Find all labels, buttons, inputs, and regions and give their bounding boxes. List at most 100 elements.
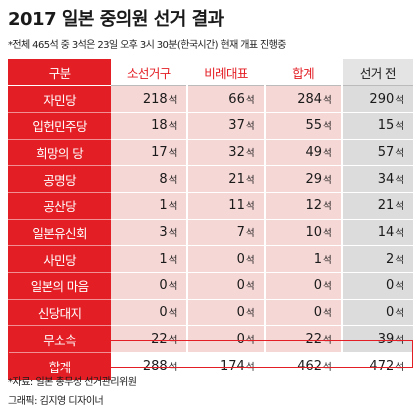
pr-seats-value: 32 bbox=[228, 144, 245, 160]
party-name: 공명당 bbox=[8, 165, 112, 193]
seat-unit: 석 bbox=[395, 94, 404, 106]
table-row: 일본유신회 3석 7석 10석 14석 bbox=[8, 219, 413, 247]
total-district-value: 288 bbox=[142, 358, 168, 374]
total-seats-value: 12 bbox=[305, 198, 323, 214]
seat-unit: 석 bbox=[323, 227, 332, 239]
total-seats-cell: 22석 bbox=[265, 325, 341, 354]
pr-seats-value: 0 bbox=[236, 251, 245, 267]
column-gap bbox=[340, 85, 343, 113]
prev-seats-cell: 21석 bbox=[342, 192, 413, 220]
prev-seats-cell: 39석 bbox=[342, 325, 413, 354]
prev-seats-value: 290 bbox=[369, 91, 395, 107]
party-name: 입헌민주당 bbox=[8, 112, 112, 140]
column-gap bbox=[186, 139, 189, 166]
district-seats-cell: 0석 bbox=[111, 299, 187, 327]
seat-unit: 석 bbox=[395, 281, 404, 293]
seat-unit: 석 bbox=[323, 308, 332, 320]
total-row-label: 합계 bbox=[8, 352, 112, 380]
pr-seats-value: 0 bbox=[236, 278, 245, 294]
column-gap bbox=[186, 272, 189, 300]
header-district-seats: 소선거구 bbox=[111, 59, 187, 87]
pr-seats-value: 21 bbox=[228, 171, 245, 187]
seat-unit: 석 bbox=[168, 254, 178, 266]
party-name: 일본유신회 bbox=[8, 219, 112, 247]
graphic-credit: 그래픽: 김지영 디자이너 bbox=[8, 396, 104, 407]
table-row: 입헌민주당 18석 37석 55석 15석 bbox=[8, 112, 413, 140]
footnote-counting-status: *전체 465석 중 3석은 23일 오후 3시 30분(한국시간) 현재 개표… bbox=[8, 40, 286, 51]
column-gap bbox=[263, 299, 266, 326]
page-title: 2017 일본 중의원 선거 결과 bbox=[8, 9, 224, 30]
total-seats-cell: 55석 bbox=[265, 112, 341, 140]
total-seats-value: 0 bbox=[313, 278, 323, 294]
column-gap bbox=[263, 112, 266, 140]
seat-unit: 석 bbox=[323, 121, 332, 133]
column-gap bbox=[340, 299, 343, 326]
column-gap bbox=[186, 352, 189, 380]
column-gap bbox=[186, 85, 189, 113]
header-total-seats: 합계 bbox=[265, 59, 341, 87]
party-name: 무소속 bbox=[8, 325, 112, 354]
total-seats-cell: 12석 bbox=[265, 192, 341, 220]
seat-unit: 석 bbox=[245, 121, 255, 133]
pr-seats-value: 0 bbox=[236, 331, 245, 347]
seat-unit: 석 bbox=[245, 361, 255, 373]
district-seats-value: 1 bbox=[159, 251, 168, 267]
column-gap bbox=[263, 352, 266, 380]
seat-unit: 석 bbox=[168, 174, 178, 186]
seat-unit: 석 bbox=[395, 254, 404, 266]
district-seats-value: 17 bbox=[151, 144, 168, 160]
column-gap bbox=[263, 139, 266, 166]
seat-unit: 석 bbox=[395, 361, 404, 373]
source-note: *자료: 일본 총무성 선거관리위원 bbox=[8, 377, 137, 388]
seat-unit: 석 bbox=[323, 174, 332, 186]
party-name: 신당대지 bbox=[8, 299, 112, 327]
district-seats-cell: 1석 bbox=[111, 192, 187, 220]
total-seats-value: 284 bbox=[297, 91, 323, 107]
prev-seats-cell: 15석 bbox=[342, 112, 413, 140]
prev-seats-cell: 290석 bbox=[342, 85, 413, 113]
seat-unit: 석 bbox=[168, 147, 178, 159]
prev-seats-value: 15 bbox=[377, 118, 395, 134]
total-seats-value: 1 bbox=[313, 251, 323, 267]
pr-seats-value: 66 bbox=[228, 91, 245, 107]
total-prev-cell: 472석 bbox=[342, 352, 413, 380]
column-gap bbox=[186, 192, 189, 220]
table-header-row: 구분 소선거구 비례대표 합계 선거 전 bbox=[8, 59, 413, 87]
column-gap bbox=[340, 192, 343, 220]
seat-unit: 석 bbox=[323, 361, 332, 373]
district-seats-cell: 17석 bbox=[111, 139, 187, 167]
prev-seats-cell: 0석 bbox=[342, 272, 413, 300]
total-seats-cell: 29석 bbox=[265, 165, 341, 193]
prev-seats-value: 0 bbox=[385, 305, 395, 321]
column-gap bbox=[340, 219, 343, 246]
seat-unit: 석 bbox=[168, 334, 178, 346]
seat-unit: 석 bbox=[168, 308, 178, 320]
total-seats-cell: 49석 bbox=[265, 139, 341, 167]
table-row: 공명당 8석 21석 29석 34석 bbox=[8, 165, 413, 193]
district-seats-value: 0 bbox=[159, 278, 168, 294]
column-gap bbox=[263, 272, 266, 300]
pr-seats-cell: 21석 bbox=[188, 165, 264, 193]
table-row: 희망의 당 17석 32석 49석 57석 bbox=[8, 139, 413, 167]
column-gap bbox=[263, 59, 266, 86]
seat-unit: 석 bbox=[323, 281, 332, 293]
district-seats-cell: 218석 bbox=[111, 85, 187, 113]
header-seats-before-election: 선거 전 bbox=[342, 59, 413, 87]
seat-unit: 석 bbox=[245, 254, 255, 266]
district-seats-value: 8 bbox=[159, 171, 168, 187]
pr-seats-cell: 0석 bbox=[188, 299, 264, 327]
district-seats-cell: 3석 bbox=[111, 219, 187, 247]
total-seats-cell: 1석 bbox=[265, 245, 341, 273]
column-gap bbox=[186, 165, 189, 193]
seat-unit: 석 bbox=[245, 94, 255, 106]
party-name: 공산당 bbox=[8, 192, 112, 220]
total-prev-value: 472 bbox=[369, 358, 395, 374]
total-total-cell: 462석 bbox=[265, 352, 341, 380]
party-name: 일본의 마음 bbox=[8, 272, 112, 300]
table-row: 무소속 22석 0석 22석 39석 bbox=[8, 325, 413, 354]
prev-seats-value: 14 bbox=[377, 224, 395, 240]
header-proportional-seats: 비례대표 bbox=[188, 59, 264, 87]
total-seats-cell: 10석 bbox=[265, 219, 341, 247]
district-seats-value: 3 bbox=[159, 224, 168, 240]
pr-seats-cell: 32석 bbox=[188, 139, 264, 167]
